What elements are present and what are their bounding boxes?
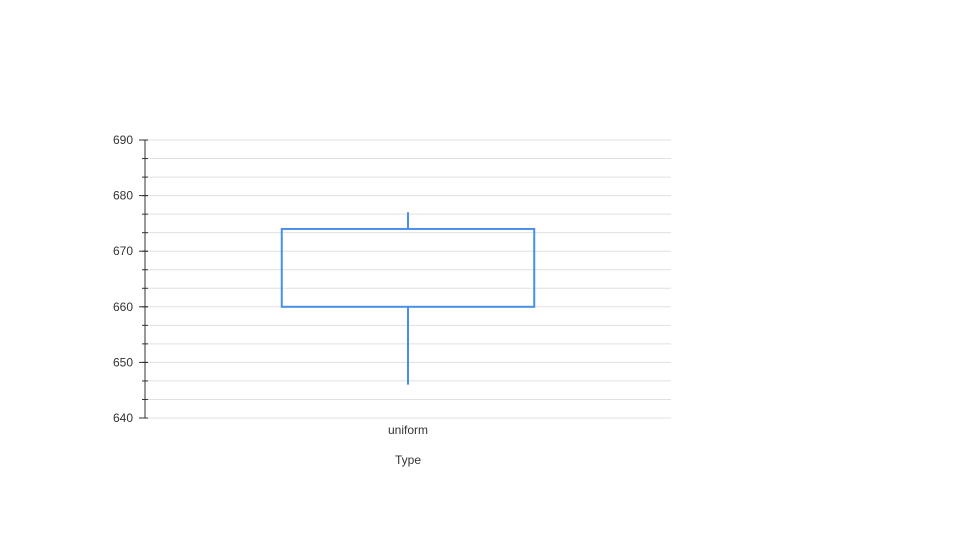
x-axis-title: Type xyxy=(395,453,421,467)
y-tick-label: 690 xyxy=(113,133,133,147)
y-tick-label: 670 xyxy=(113,244,133,258)
y-tick-label: 680 xyxy=(113,189,133,203)
y-axis: 640 650 660 670 680 690 xyxy=(113,133,148,425)
box-plot-marks xyxy=(280,212,536,385)
box-iqr xyxy=(280,227,536,308)
x-category-label: uniform xyxy=(388,423,428,437)
y-tick-label: 640 xyxy=(113,411,133,425)
x-axis-labels: uniform xyxy=(388,423,428,437)
y-tick-label: 660 xyxy=(113,300,133,314)
y-tick-label: 650 xyxy=(113,355,133,369)
